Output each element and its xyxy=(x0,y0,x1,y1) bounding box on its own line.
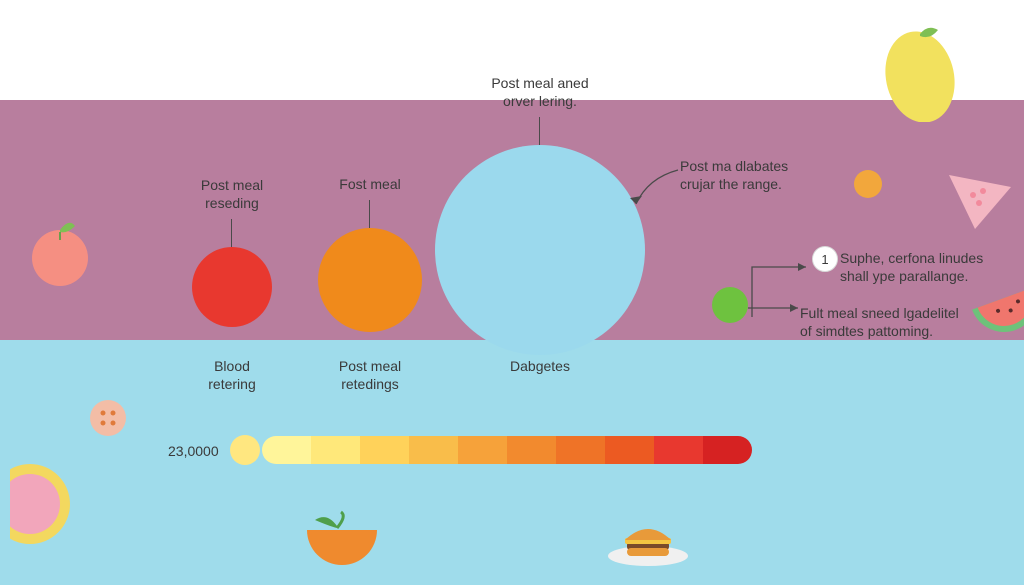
peach-icon xyxy=(25,210,95,290)
scale-segment-1 xyxy=(311,436,360,464)
scale-segment-3 xyxy=(409,436,458,464)
scale-segment-5 xyxy=(507,436,556,464)
scale-segment-4 xyxy=(458,436,507,464)
bowl-icon xyxy=(297,510,387,580)
scale-segment-8 xyxy=(654,436,703,464)
burger-icon xyxy=(603,510,693,570)
scale-segment-7 xyxy=(605,436,654,464)
bubble-bottom-label-red: Blood retering xyxy=(152,358,312,393)
callout-1-arrow xyxy=(628,164,688,214)
bubble-top-label-blue: Post meal aned orver lering. xyxy=(460,75,620,110)
scale-label: 23,0000 xyxy=(168,443,219,461)
button-dot-icon xyxy=(88,398,128,438)
triangle-fruit-icon xyxy=(945,165,1015,235)
bubble-connector-blue xyxy=(539,117,540,145)
callout-2: Suphe, cerfona linudes shall ype paralla… xyxy=(840,250,1010,285)
bubble-connector-red xyxy=(231,219,232,247)
scale-dot xyxy=(230,435,260,465)
bubble-top-label-red: Post meal reseding xyxy=(152,177,312,212)
callout-3-path xyxy=(748,300,808,310)
infographic-stage: Post meal reseding Blood retering Fost mea… xyxy=(0,0,1024,585)
callout-2-number: 1 xyxy=(812,246,838,272)
bubble-green xyxy=(712,287,748,323)
bubble-bottom-label-orange: Post meal retedings xyxy=(290,358,450,393)
lemon-icon xyxy=(880,22,960,122)
bubble-blue xyxy=(435,145,645,355)
callout-1: Post ma dlabates crujar the range. xyxy=(680,158,840,193)
bubble-connector-orange xyxy=(369,200,370,228)
orange-dot-icon xyxy=(854,170,882,198)
scale-segment-6 xyxy=(556,436,605,464)
scale-segment-9 xyxy=(703,436,752,464)
scale-segment-2 xyxy=(360,436,409,464)
bubble-orange xyxy=(318,228,422,332)
bubble-bottom-label-blue: Dabgetes xyxy=(460,358,620,376)
callout-3: Fult meal sneed lgadelitel of simdtes pa… xyxy=(800,305,1000,340)
scale-bar xyxy=(262,436,752,464)
bubble-top-label-orange: Fost meal xyxy=(290,176,450,194)
bubble-red xyxy=(192,247,272,327)
scale-segment-0 xyxy=(262,436,311,464)
half-circle-icon xyxy=(10,454,100,544)
